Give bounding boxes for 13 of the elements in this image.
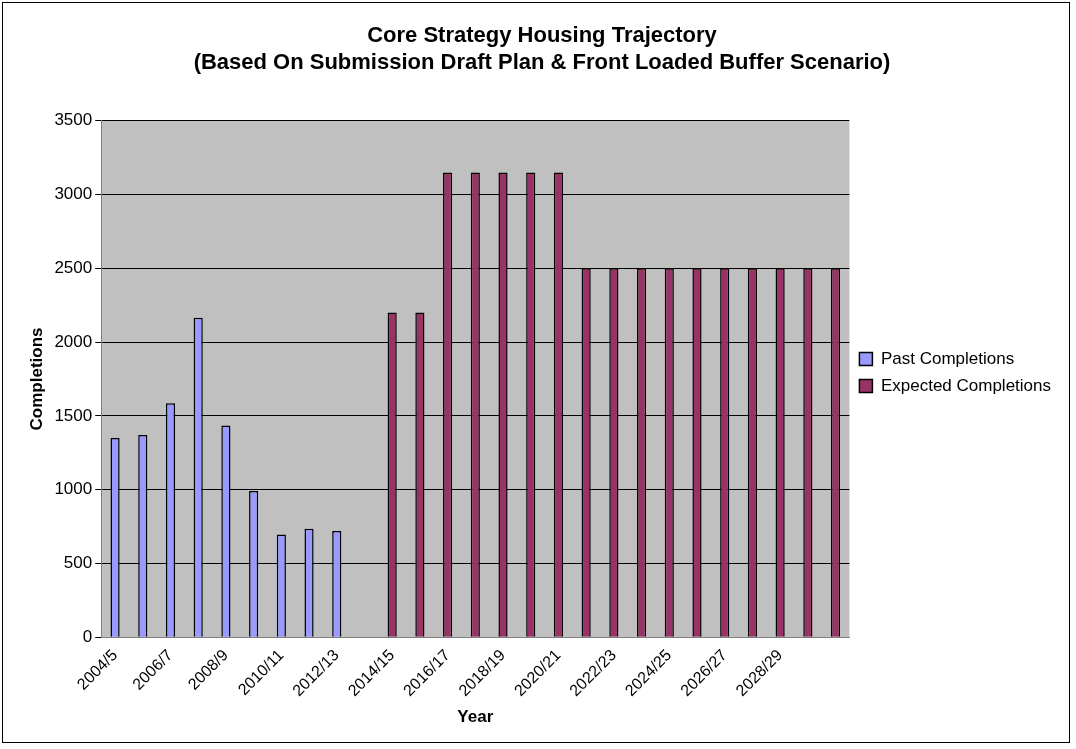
y-tick-label: 0	[82, 626, 93, 646]
legend-label: Past Completions	[880, 348, 1015, 368]
legend-label: Expected Completions	[880, 375, 1051, 395]
x-axis-title: Year	[457, 707, 494, 727]
y-tick-label: 500	[63, 553, 93, 573]
y-tick-label: 3000	[54, 184, 93, 204]
y-axis-title: Completions	[26, 327, 46, 431]
y-tick-label: 1500	[54, 405, 93, 425]
chart-title: Core Strategy Housing Trajectory (Based On Submission Draft Plan & Front Loaded Buffer Scenario)	[193, 22, 891, 74]
y-tick-label: 2500	[54, 258, 93, 278]
y-tick-label: 3500	[54, 110, 93, 130]
y-tick-label: 2000	[54, 331, 93, 351]
y-tick-label: 1000	[54, 479, 93, 499]
